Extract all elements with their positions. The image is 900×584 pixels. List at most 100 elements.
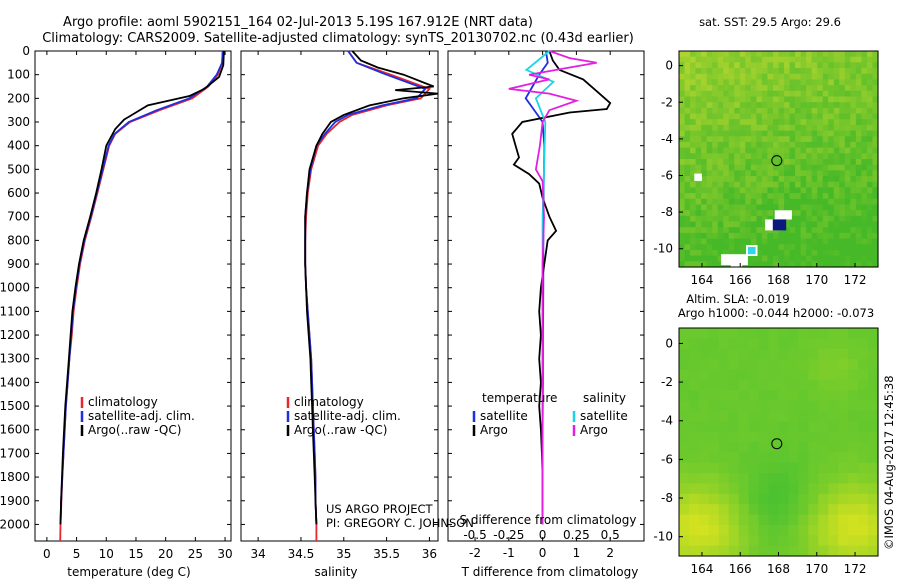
map-cell xyxy=(872,198,879,206)
map-cell xyxy=(712,255,719,262)
map-cell xyxy=(688,421,700,433)
map-cell xyxy=(728,113,735,120)
map-cell xyxy=(806,249,813,257)
ytick-label: 1900 xyxy=(0,494,30,508)
map-cell xyxy=(684,170,691,177)
map-cell xyxy=(828,153,835,160)
map-cell xyxy=(795,102,802,109)
map-cell xyxy=(679,483,690,495)
map-cell xyxy=(850,232,857,240)
map-cell xyxy=(739,68,746,75)
map-cell xyxy=(855,153,863,160)
map-cell xyxy=(806,255,813,262)
map-cell xyxy=(838,493,849,505)
map-cell xyxy=(848,421,859,433)
map-cell xyxy=(833,193,840,200)
map-cell xyxy=(688,442,700,453)
map-cell xyxy=(761,68,769,75)
map-cell xyxy=(712,210,719,217)
map-cell xyxy=(717,153,724,160)
map-cell xyxy=(756,244,763,251)
map-cell xyxy=(684,249,691,257)
map-cell xyxy=(789,147,796,154)
ytick-label: 200 xyxy=(7,91,30,105)
map-cell xyxy=(679,51,686,58)
map-cell xyxy=(750,187,757,194)
map-cell xyxy=(798,545,809,557)
map-cell xyxy=(855,85,863,92)
map-cell xyxy=(844,193,851,200)
map-mask-patch xyxy=(694,173,702,181)
map-cell xyxy=(772,238,780,245)
map-cell xyxy=(728,369,740,381)
map-cell xyxy=(800,227,807,234)
map-cell xyxy=(756,215,763,223)
map-cell xyxy=(778,147,785,154)
map-cell xyxy=(839,62,846,69)
map-cell xyxy=(758,359,770,371)
map-cell xyxy=(868,348,879,360)
map-cell xyxy=(758,421,770,433)
map-cell xyxy=(850,193,857,200)
map-cell xyxy=(739,204,746,211)
map-cell xyxy=(858,400,869,412)
map-cell xyxy=(772,249,780,257)
map-cell xyxy=(866,159,874,166)
map-cell xyxy=(698,421,710,433)
map-cell xyxy=(739,96,746,103)
map-cell xyxy=(695,164,702,171)
series-line-climatology xyxy=(59,50,224,542)
map-cell xyxy=(828,535,839,547)
map-cell xyxy=(728,170,735,177)
map-cell xyxy=(833,62,840,69)
map-cell xyxy=(679,73,686,81)
map-cell xyxy=(701,136,708,143)
map-cell xyxy=(723,164,730,171)
map-cell xyxy=(734,176,741,183)
map-cell xyxy=(728,504,740,516)
map-cell xyxy=(800,164,807,171)
map-cell xyxy=(756,51,763,58)
map-cell xyxy=(679,136,686,143)
s-tick-label: 0 xyxy=(539,528,547,542)
map-cell xyxy=(750,227,757,234)
map-cell xyxy=(767,210,774,217)
map-cell xyxy=(758,442,770,453)
map-cell xyxy=(795,107,802,115)
map-cell xyxy=(822,176,829,183)
map-cell xyxy=(767,238,774,245)
map-cell xyxy=(789,238,796,245)
map-cell xyxy=(817,255,824,262)
map-cell xyxy=(828,102,835,109)
map-cell xyxy=(778,164,785,171)
map-cell xyxy=(684,198,691,206)
map-cell xyxy=(718,410,730,422)
map-cell xyxy=(850,79,857,86)
map-cell xyxy=(872,261,879,268)
salinity-annotation-pi: PI: GREGORY C. JOHNSON xyxy=(326,516,474,530)
map-cell xyxy=(712,181,719,189)
map-cell xyxy=(679,238,686,245)
map-cell xyxy=(872,249,879,257)
map-cell xyxy=(833,204,840,211)
map-cell xyxy=(844,141,851,149)
map-cell xyxy=(784,73,791,81)
map-cell xyxy=(695,96,702,103)
map-cell xyxy=(828,170,835,177)
map-cell xyxy=(690,130,697,137)
sla-map-title-line1: Altim. SLA: -0.019 xyxy=(686,292,790,306)
map-cell xyxy=(817,193,824,200)
map-cell xyxy=(822,215,829,223)
map-cell xyxy=(817,187,824,194)
map-cell xyxy=(861,221,868,228)
s-tick-label: 0.25 xyxy=(563,528,590,542)
map-cell xyxy=(866,176,874,183)
map-cell xyxy=(706,193,713,200)
map-cell xyxy=(728,159,735,166)
map-cell xyxy=(756,73,763,81)
map-cell xyxy=(706,113,713,120)
map-cell xyxy=(738,462,750,474)
map-cell xyxy=(808,462,819,474)
map-cell xyxy=(679,421,690,433)
map-cell xyxy=(728,176,735,183)
